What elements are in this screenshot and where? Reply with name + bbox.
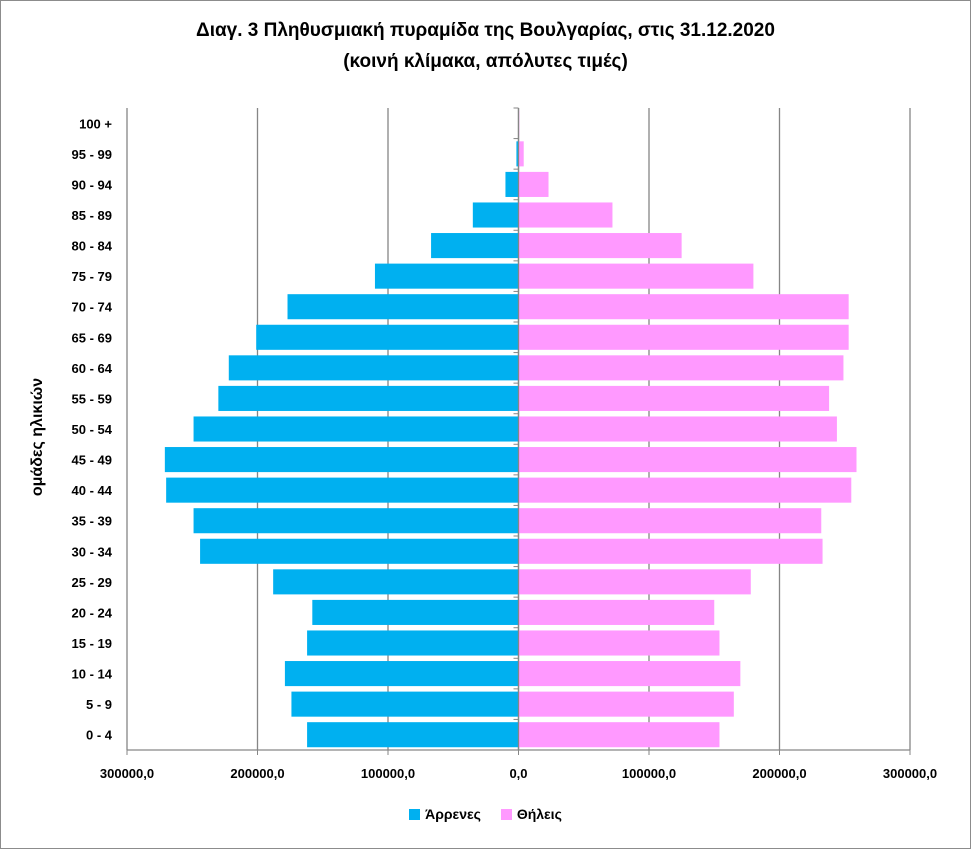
x-tick-label-0: 300000,0 [100,766,154,781]
legend-item-females: Θήλεις [500,806,562,822]
legend-swatch-females [500,808,512,820]
y-tick-label-3: 15 - 19 [72,636,112,651]
y-tick-label-10: 50 - 54 [72,422,113,437]
y-tick-label-5: 25 - 29 [72,575,112,590]
bar-males-2 [284,661,519,687]
bars [164,110,857,748]
y-tick-label-17: 85 - 89 [72,208,112,223]
x-tick-label-1: 200000,0 [230,766,284,781]
bar-females-3 [518,630,720,656]
y-tick-label-14: 70 - 74 [72,300,113,315]
bar-males-19 [516,141,519,167]
legend: Άρρενες Θήλεις [0,806,971,823]
x-tick-label-2: 100000,0 [361,766,415,781]
bar-males-4 [312,599,519,625]
population-pyramid-chart: 0 - 4 5 - 9 10 - 14 15 - 19 20 - 24 25 - 29 30… [29,107,937,781]
y-tick-label-12: 60 - 64 [72,361,113,376]
y-tick-label-4: 20 - 24 [72,605,113,620]
bar-females-7 [518,508,822,534]
y-tick-label-16: 80 - 84 [72,239,113,254]
y-tick-label-18: 90 - 94 [72,177,113,192]
chart-title: Διαγ. 3 Πληθυσμιακή πυραμίδα της Βουλγαρ… [196,20,775,41]
y-tick-label-6: 30 - 34 [72,544,113,559]
bar-females-4 [518,599,715,625]
bar-males-10 [193,416,519,442]
bar-females-12 [518,355,844,381]
y-tick-label-11: 55 - 59 [72,391,112,406]
bar-males-15 [374,263,519,289]
bar-females-0 [518,722,720,748]
bar-males-3 [307,630,519,656]
x-tick-label-4: 100000,0 [622,766,676,781]
axes [126,107,911,755]
bar-males-12 [228,355,519,381]
bar-females-5 [518,569,751,595]
bar-females-2 [518,661,741,687]
bar-males-0 [307,722,519,748]
y-tick-label-7: 35 - 39 [72,514,112,529]
bar-females-14 [518,294,849,320]
bar-males-17 [472,202,519,228]
x-tick-labels: 300000,0 200000,0 100000,0 0,0 100000,0 20000… [100,766,937,781]
bar-males-14 [287,294,519,320]
bar-females-9 [518,447,857,473]
bar-males-6 [200,538,519,564]
legend-label-males: Άρρενες [425,806,481,822]
y-tick-label-15: 75 - 79 [72,269,112,284]
y-axis-label: ομάδες ηλικιών [29,378,46,496]
bar-males-8 [166,477,519,503]
bar-females-17 [518,202,613,228]
bar-females-18 [518,171,549,197]
bar-males-5 [273,569,519,595]
y-tick-label-1: 5 - 9 [86,697,112,712]
bar-males-9 [164,447,519,473]
y-tick-label-0: 0 - 4 [86,728,113,743]
bar-males-18 [505,171,519,197]
bar-females-10 [518,416,837,442]
legend-swatch-males [409,808,421,820]
bar-females-8 [518,477,852,503]
legend-item-males: Άρρενες [409,806,481,822]
legend-label-females: Θήλεις [516,806,562,822]
x-tick-label-3: 0,0 [509,766,527,781]
bar-males-1 [291,691,519,717]
y-tick-label-19: 95 - 99 [72,147,112,162]
y-tick-label-2: 10 - 14 [72,667,113,682]
bar-females-13 [518,324,849,350]
y-tick-label-8: 40 - 44 [72,483,113,498]
bar-males-16 [431,233,519,259]
bar-males-11 [218,385,519,411]
chart-subtitle: (κοινή κλίμακα, απόλυτες τιμές) [343,51,628,72]
bar-females-16 [518,233,682,259]
bar-males-13 [256,324,519,350]
bar-females-19 [518,141,524,167]
x-tick-label-6: 300000,0 [883,766,937,781]
y-tick-label-13: 65 - 69 [72,330,112,345]
y-tick-labels: 0 - 4 5 - 9 10 - 14 15 - 19 20 - 24 25 - 29 30… [72,116,113,742]
bar-females-15 [518,263,754,289]
x-tick-label-5: 200000,0 [752,766,806,781]
bar-males-7 [193,508,519,534]
y-tick-label-9: 45 - 49 [72,453,112,468]
bar-females-11 [518,385,830,411]
bar-females-1 [518,691,734,717]
bar-females-6 [518,538,823,564]
y-tick-label-20: 100 + [79,116,112,131]
